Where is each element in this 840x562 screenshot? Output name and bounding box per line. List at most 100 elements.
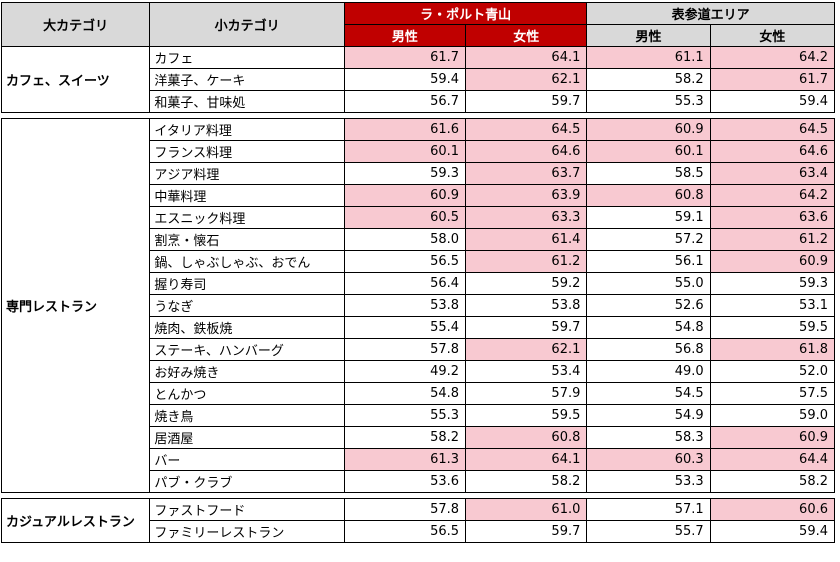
score-cell-om-f: 59.4 <box>709 90 836 113</box>
minor-category-cell: カフェ <box>149 46 345 69</box>
score-cell-om-m: 52.6 <box>586 294 711 317</box>
minor-category-cell: ステーキ、ハンバーグ <box>149 338 345 361</box>
score-cell-lp-m: 53.8 <box>343 294 467 317</box>
table-row: 和菓子、甘味処 56.7 59.7 55.3 59.4 <box>2 90 836 113</box>
score-cell-lp-f: 60.8 <box>465 426 588 449</box>
score-cell-om-f: 60.6 <box>709 498 836 521</box>
score-cell-om-m: 58.3 <box>586 426 711 449</box>
score-table: 大カテゴリ 小カテゴリ ラ・ポルト青山 表参道エリア 男性 女性 男性 女性 カ… <box>0 2 836 543</box>
minor-category-cell: アジア料理 <box>149 162 345 185</box>
score-cell-lp-f: 64.1 <box>465 448 588 471</box>
score-cell-om-m: 54.9 <box>586 404 711 427</box>
minor-category-cell: 握り寿司 <box>149 272 345 295</box>
score-cell-om-m: 58.2 <box>586 68 711 91</box>
score-cell-om-f: 64.2 <box>709 184 836 207</box>
score-cell-lp-f: 64.5 <box>465 118 588 141</box>
minor-category-cell: 居酒屋 <box>149 426 345 449</box>
major-category-cell: 専門レストラン <box>0 118 151 493</box>
table-row: 握り寿司 56.4 59.2 55.0 59.3 <box>2 272 836 295</box>
minor-category-cell: とんかつ <box>149 382 345 405</box>
score-cell-lp-m: 59.3 <box>343 162 467 185</box>
score-cell-lp-f: 58.2 <box>465 470 588 493</box>
score-cell-om-m: 55.3 <box>586 90 711 113</box>
minor-category-cell: 和菓子、甘味処 <box>149 90 345 113</box>
score-cell-lp-f: 64.6 <box>465 140 588 163</box>
score-cell-om-f: 61.2 <box>709 228 836 251</box>
minor-category-cell: 中華料理 <box>149 184 345 207</box>
score-cell-om-f: 60.9 <box>709 426 836 449</box>
score-cell-om-f: 61.7 <box>709 68 836 91</box>
header-lp-female: 女性 <box>465 24 588 47</box>
score-cell-lp-m: 58.2 <box>343 426 467 449</box>
score-cell-lp-f: 63.3 <box>465 206 588 229</box>
minor-category-cell: イタリア料理 <box>149 118 345 141</box>
header-om-female: 女性 <box>709 24 836 47</box>
minor-category-cell: バー <box>149 448 345 471</box>
score-cell-lp-f: 63.9 <box>465 184 588 207</box>
minor-category-cell: 焼肉、鉄板焼 <box>149 316 345 339</box>
table-row: カジュアルレストラン ファストフード 57.8 61.0 57.1 60.6 <box>0 498 836 543</box>
table-row: パブ・クラブ 53.6 58.2 53.3 58.2 <box>2 470 836 493</box>
minor-category-cell: パブ・クラブ <box>149 470 345 493</box>
score-cell-om-f: 59.0 <box>709 404 836 427</box>
major-category-cell: カフェ、スイーツ <box>0 46 151 113</box>
table-row: 鍋、しゃぶしゃぶ、おでん 56.5 61.2 56.1 60.9 <box>2 250 836 273</box>
header-major-category: 大カテゴリ <box>0 2 151 47</box>
score-cell-om-f: 60.9 <box>709 250 836 273</box>
score-cell-om-f: 64.4 <box>709 448 836 471</box>
header-omotesando-area: 表参道エリア <box>586 2 835 25</box>
minor-category-cell: ファストフード <box>149 498 345 521</box>
header-minor-category: 小カテゴリ <box>149 2 345 47</box>
minor-category-cell: エスニック料理 <box>149 206 345 229</box>
score-cell-om-m: 60.8 <box>586 184 711 207</box>
table-body: カフェ、スイーツ カフェ 61.7 64.1 61.1 64.2 洋菓子、ケーキ 59.4 62… <box>0 46 836 543</box>
score-cell-lp-m: 61.6 <box>343 118 467 141</box>
score-cell-om-f: 63.6 <box>709 206 836 229</box>
score-cell-lp-f: 53.8 <box>465 294 588 317</box>
score-cell-lp-f: 62.1 <box>465 338 588 361</box>
score-cell-lp-f: 61.0 <box>465 498 588 521</box>
table-row: うなぎ 53.8 53.8 52.6 53.1 <box>2 294 836 317</box>
score-cell-om-m: 55.7 <box>586 520 711 543</box>
table-row: 専門レストラン イタリア料理 61.6 64.5 60.9 64.5 <box>0 118 836 493</box>
score-cell-lp-f: 61.4 <box>465 228 588 251</box>
score-cell-lp-m: 56.5 <box>343 250 467 273</box>
score-cell-lp-m: 59.4 <box>343 68 467 91</box>
table-row: カフェ、スイーツ カフェ 61.7 64.1 61.1 64.2 <box>0 46 836 113</box>
table-row: 中華料理 60.9 63.9 60.8 64.2 <box>2 184 836 207</box>
score-cell-lp-m: 57.8 <box>343 338 467 361</box>
score-cell-lp-f: 62.1 <box>465 68 588 91</box>
score-cell-lp-f: 59.5 <box>465 404 588 427</box>
score-cell-om-m: 57.1 <box>586 498 711 521</box>
score-cell-om-m: 56.1 <box>586 250 711 273</box>
score-cell-om-m: 58.5 <box>586 162 711 185</box>
score-cell-lp-f: 63.7 <box>465 162 588 185</box>
score-cell-om-f: 59.3 <box>709 272 836 295</box>
score-cell-lp-f: 57.9 <box>465 382 588 405</box>
minor-category-cell: うなぎ <box>149 294 345 317</box>
score-cell-om-m: 56.8 <box>586 338 711 361</box>
minor-category-cell: 洋菓子、ケーキ <box>149 68 345 91</box>
score-cell-om-f: 64.2 <box>709 46 836 69</box>
score-cell-om-m: 53.3 <box>586 470 711 493</box>
score-cell-lp-m: 56.7 <box>343 90 467 113</box>
score-cell-lp-f: 59.7 <box>465 90 588 113</box>
score-cell-lp-m: 58.0 <box>343 228 467 251</box>
score-cell-om-m: 55.0 <box>586 272 711 295</box>
header-la-porte-aoyama: ラ・ポルト青山 <box>343 2 588 25</box>
minor-category-cell: お好み焼き <box>149 360 345 383</box>
score-cell-om-f: 57.5 <box>709 382 836 405</box>
score-cell-om-f: 59.5 <box>709 316 836 339</box>
table-row: バー 61.3 64.1 60.3 64.4 <box>2 448 836 471</box>
score-cell-om-f: 63.4 <box>709 162 836 185</box>
score-cell-lp-f: 61.2 <box>465 250 588 273</box>
table-row: アジア料理 59.3 63.7 58.5 63.4 <box>2 162 836 185</box>
table-row: ステーキ、ハンバーグ 57.8 62.1 56.8 61.8 <box>2 338 836 361</box>
score-cell-lp-m: 57.8 <box>343 498 467 521</box>
score-cell-om-f: 61.8 <box>709 338 836 361</box>
score-cell-om-m: 61.1 <box>586 46 711 69</box>
score-cell-om-f: 52.0 <box>709 360 836 383</box>
score-cell-om-m: 59.1 <box>586 206 711 229</box>
score-cell-om-m: 54.5 <box>586 382 711 405</box>
score-cell-lp-m: 55.4 <box>343 316 467 339</box>
